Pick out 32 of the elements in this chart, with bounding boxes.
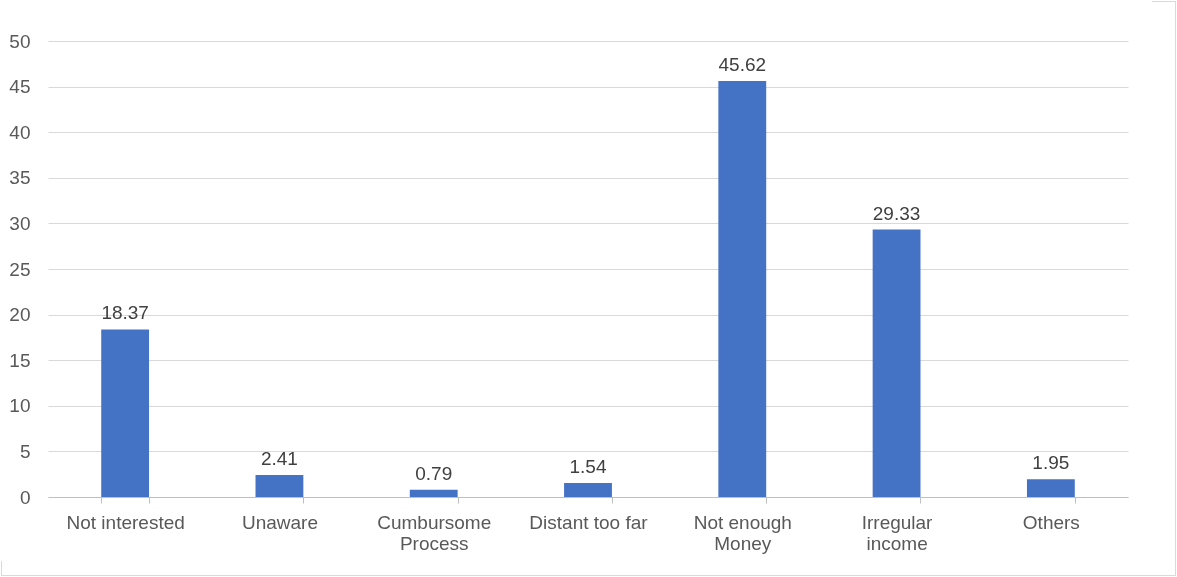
x-tick-label: Not interested: [66, 511, 185, 533]
x-tick-label: Unaware: [241, 511, 318, 533]
x-tick-label: Others: [1022, 511, 1080, 533]
x-tick-label: Distant too far: [529, 511, 649, 533]
y-tick-label: 40: [9, 121, 31, 143]
x-tick-label: Irregular income: [861, 511, 934, 554]
bar: [872, 229, 921, 497]
y-tick-label: 45: [9, 76, 31, 98]
y-tick-label: 0: [19, 486, 31, 508]
y-tick-label: 25: [9, 258, 31, 280]
y-tick-label: 5: [19, 440, 31, 462]
x-tick-label: Not enough Money: [693, 511, 792, 554]
bar: [101, 329, 150, 497]
data-label: 45.62: [718, 53, 767, 75]
y-tick-label: 20: [9, 304, 31, 326]
data-label: 1.95: [1032, 452, 1070, 474]
bar: [564, 482, 612, 497]
y-tick-label: 50: [9, 30, 31, 52]
y-tick-label: 15: [9, 349, 31, 371]
x-tick-label: Cumbursome Process: [377, 511, 492, 554]
bar: [409, 489, 458, 497]
y-tick-label: 10: [9, 395, 31, 417]
data-label: 29.33: [872, 202, 921, 224]
data-label: 2.41: [260, 448, 298, 470]
bar: [718, 80, 767, 497]
y-tick-label: 30: [9, 212, 31, 234]
data-label: 1.54: [569, 455, 607, 477]
data-label: 0.79: [415, 462, 453, 484]
data-label: 18.37: [101, 302, 149, 324]
y-tick-label: 35: [9, 167, 31, 189]
bar: [255, 475, 304, 497]
bar: [1026, 479, 1075, 497]
